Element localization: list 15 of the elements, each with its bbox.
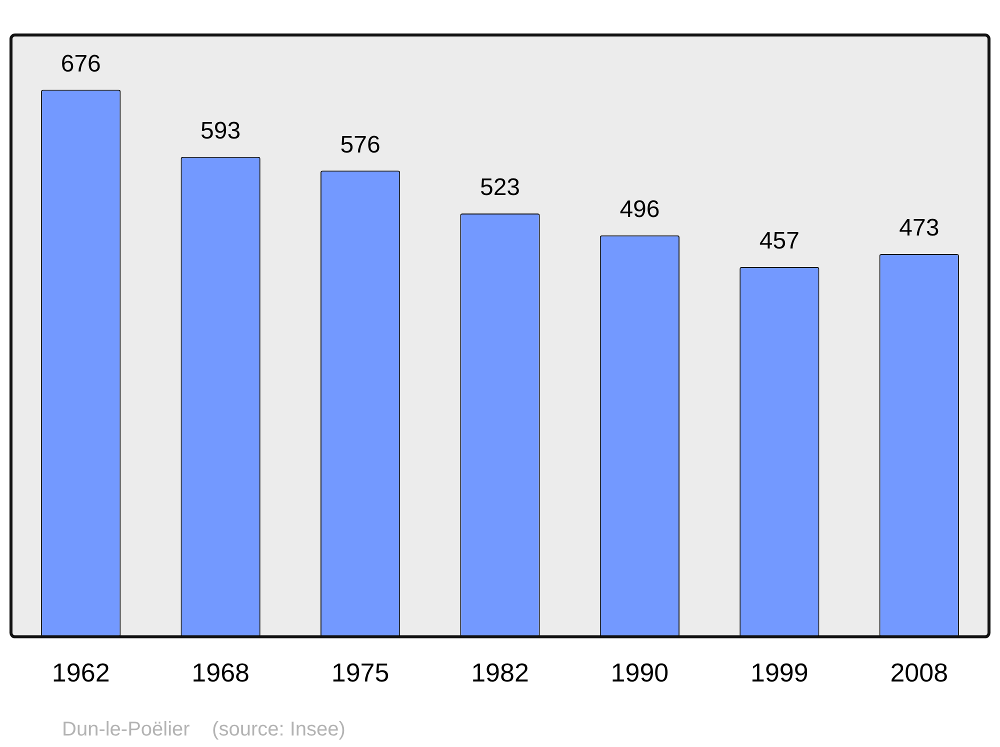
x-tick-label: 1990 bbox=[610, 658, 669, 688]
x-tick-label: 1968 bbox=[192, 658, 250, 688]
data-label: 523 bbox=[480, 174, 520, 202]
x-tick-label: 1982 bbox=[471, 658, 529, 688]
x-tick-label: 2008 bbox=[890, 658, 948, 688]
x-tick-label: 1975 bbox=[331, 658, 390, 688]
data-label: 576 bbox=[340, 131, 380, 158]
x-tick-label: 1999 bbox=[750, 658, 808, 688]
data-label: 496 bbox=[620, 196, 660, 224]
data-label: 473 bbox=[899, 214, 940, 242]
x-tick-label: 1962 bbox=[52, 658, 110, 688]
data-label: 676 bbox=[60, 50, 101, 78]
text: Dun-le-Poëlier (source: Insee) bbox=[62, 718, 346, 741]
data-label: 457 bbox=[759, 228, 800, 255]
data-label: 593 bbox=[200, 118, 241, 145]
